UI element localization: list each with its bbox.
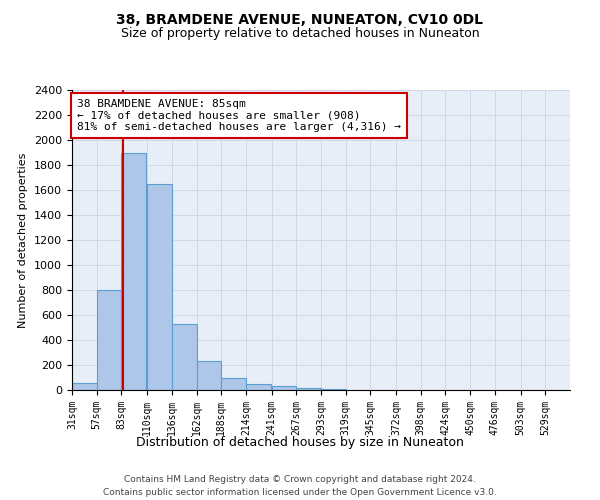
Bar: [321, 389, 346, 390]
Text: Size of property relative to detached houses in Nuneaton: Size of property relative to detached ho…: [121, 28, 479, 40]
Y-axis label: Number of detached properties: Number of detached properties: [19, 152, 28, 328]
Bar: [97, 290, 121, 390]
Bar: [246, 384, 271, 390]
Bar: [147, 184, 172, 390]
Text: 38 BRAMDENE AVENUE: 85sqm
← 17% of detached houses are smaller (908)
81% of semi: 38 BRAMDENE AVENUE: 85sqm ← 17% of detac…: [77, 99, 401, 132]
Bar: [197, 360, 221, 390]
Text: 38, BRAMDENE AVENUE, NUNEATON, CV10 0DL: 38, BRAMDENE AVENUE, NUNEATON, CV10 0DL: [116, 12, 484, 26]
Bar: [272, 386, 296, 390]
Bar: [172, 324, 197, 390]
Bar: [72, 383, 97, 390]
Text: Contains HM Land Registry data © Crown copyright and database right 2024.: Contains HM Land Registry data © Crown c…: [124, 476, 476, 484]
Text: Distribution of detached houses by size in Nuneaton: Distribution of detached houses by size …: [136, 436, 464, 449]
Bar: [221, 378, 246, 390]
Bar: [121, 152, 146, 390]
Bar: [296, 388, 321, 390]
Text: Contains public sector information licensed under the Open Government Licence v3: Contains public sector information licen…: [103, 488, 497, 497]
